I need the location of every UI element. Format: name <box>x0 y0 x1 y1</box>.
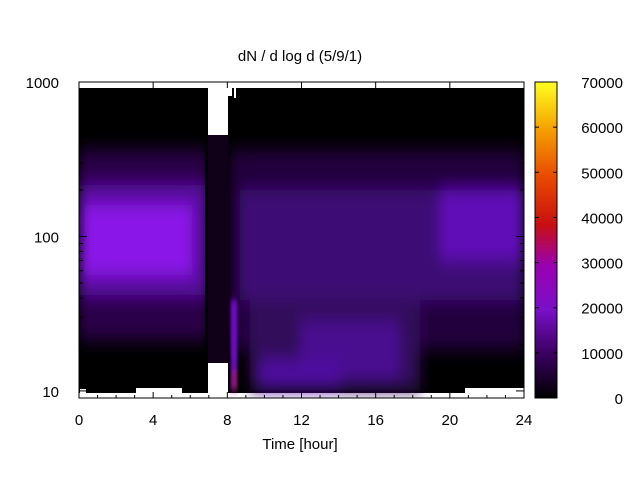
x-axis: 0 4 8 12 16 20 24 <box>75 82 533 429</box>
colorbar-tick-label: 0 <box>615 391 623 408</box>
colorbar-tick-label: 50000 <box>581 165 623 182</box>
colorbar-tick-label: 40000 <box>581 210 623 227</box>
x-tick-label: 0 <box>75 412 83 429</box>
colorbar-gradient <box>534 81 558 399</box>
colorbar-tick-label: 10000 <box>581 346 623 363</box>
x-tick-label: 12 <box>293 412 310 429</box>
colorbar-tick-label: 30000 <box>581 256 623 273</box>
spike-feature <box>231 300 237 390</box>
x-tick-label: 24 <box>516 412 533 429</box>
colorbar-tick-label: 70000 <box>581 75 623 92</box>
x-tick-label: 16 <box>367 412 384 429</box>
heatmap-band <box>79 150 524 390</box>
y-tick-label: 1000 <box>26 75 59 92</box>
colorbar-ticks: 0 10000 20000 30000 40000 50000 60000 70000 <box>535 75 623 408</box>
x-tick-label: 4 <box>149 412 157 429</box>
y-tick-label: 10 <box>42 384 59 401</box>
chart-title: dN / d log d (5/9/1) <box>238 48 362 65</box>
colorbar-tick-label: 20000 <box>581 301 623 318</box>
x-tick-label: 8 <box>223 412 231 429</box>
x-axis-label: Time [hour] <box>262 436 337 453</box>
y-axis: 10 100 1000 <box>26 75 524 401</box>
colorbar-tick-label: 60000 <box>581 120 623 137</box>
plot-area <box>79 82 524 398</box>
gap-strip <box>208 135 228 363</box>
colorbar: 0 10000 20000 30000 40000 50000 60000 70000 <box>534 75 623 408</box>
y-tick-label: 100 <box>34 229 59 246</box>
x-tick-label: 20 <box>441 412 458 429</box>
